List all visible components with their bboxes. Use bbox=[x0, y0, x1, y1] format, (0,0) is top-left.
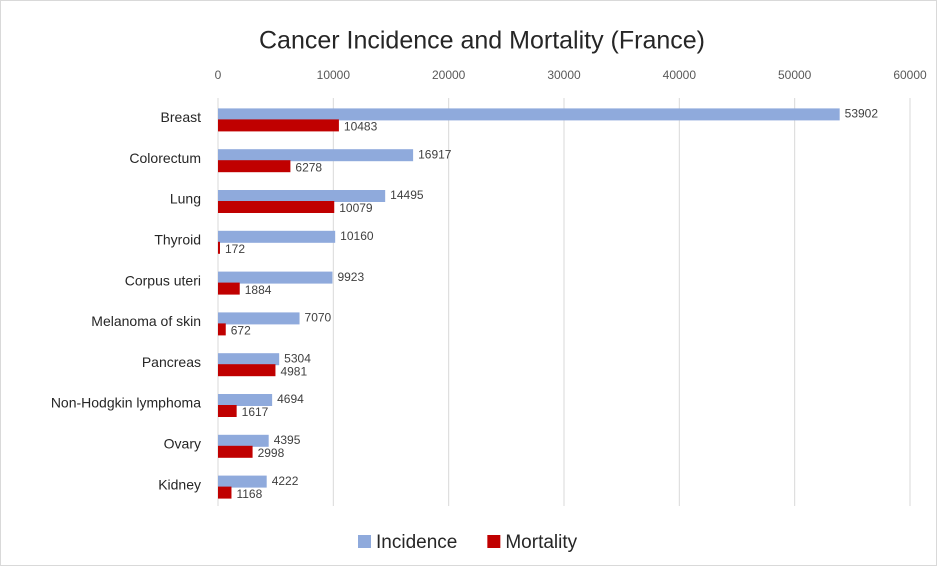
legend-swatch bbox=[358, 535, 371, 548]
x-tick-label: 60000 bbox=[893, 68, 927, 82]
bar bbox=[218, 201, 335, 213]
value-label: 172 bbox=[225, 242, 245, 256]
bar bbox=[218, 160, 291, 173]
bar bbox=[218, 271, 333, 284]
bar bbox=[218, 475, 267, 488]
bar bbox=[218, 434, 269, 447]
legend-label: Mortality bbox=[505, 532, 577, 553]
value-label: 4981 bbox=[280, 364, 307, 378]
x-tick-label: 40000 bbox=[663, 68, 697, 82]
y-tick-label: Colorectum bbox=[129, 150, 201, 166]
bar bbox=[218, 405, 237, 417]
bar bbox=[218, 312, 300, 325]
value-label: 4222 bbox=[272, 474, 299, 488]
value-label: 53902 bbox=[845, 107, 879, 121]
value-label: 10160 bbox=[340, 229, 374, 243]
y-tick-label: Non-Hodgkin lymphoma bbox=[51, 395, 201, 411]
bar bbox=[218, 190, 386, 202]
y-tick-label: Breast bbox=[161, 109, 202, 125]
value-label: 7070 bbox=[305, 311, 332, 325]
y-tick-label: Corpus uteri bbox=[125, 272, 201, 288]
y-tick-label: Melanoma of skin bbox=[91, 313, 201, 329]
x-tick-label: 50000 bbox=[778, 68, 812, 82]
y-tick-label: Pancreas bbox=[142, 354, 201, 370]
x-tick-label: 30000 bbox=[547, 68, 581, 82]
value-label: 10079 bbox=[339, 201, 373, 215]
chart-title: Cancer Incidence and Mortality (France) bbox=[259, 27, 705, 55]
bar bbox=[218, 241, 220, 254]
value-label: 14495 bbox=[390, 188, 424, 202]
x-tick-label: 20000 bbox=[432, 68, 466, 82]
value-label: 672 bbox=[231, 324, 251, 338]
bar bbox=[218, 486, 232, 499]
bar bbox=[218, 282, 240, 295]
value-label: 2998 bbox=[258, 446, 285, 460]
value-label: 9923 bbox=[337, 270, 364, 284]
bar bbox=[218, 149, 414, 162]
legend-swatch bbox=[487, 535, 501, 548]
value-label: 6278 bbox=[295, 160, 322, 174]
value-label: 1168 bbox=[236, 487, 262, 501]
bar bbox=[218, 353, 280, 366]
y-tick-label: Lung bbox=[170, 191, 201, 207]
value-label: 4694 bbox=[277, 392, 304, 406]
x-tick-label: 10000 bbox=[317, 68, 351, 82]
value-label: 1617 bbox=[242, 405, 269, 419]
bar bbox=[218, 364, 276, 377]
bar bbox=[218, 230, 336, 243]
y-tick-label: Thyroid bbox=[154, 232, 201, 248]
y-tick-label: Ovary bbox=[164, 436, 201, 452]
value-label: 4395 bbox=[274, 433, 301, 447]
value-label: 1884 bbox=[245, 283, 272, 297]
bar bbox=[218, 445, 253, 458]
y-tick-label: Kidney bbox=[158, 476, 201, 492]
legend-label: Incidence bbox=[376, 532, 457, 553]
x-tick-label: 0 bbox=[215, 68, 222, 82]
value-label: 5304 bbox=[284, 351, 311, 365]
bar bbox=[218, 108, 840, 121]
value-label: 10483 bbox=[344, 120, 378, 134]
bar bbox=[218, 119, 339, 132]
bar bbox=[218, 394, 273, 406]
value-label: 16917 bbox=[418, 147, 452, 161]
bar bbox=[218, 323, 226, 336]
